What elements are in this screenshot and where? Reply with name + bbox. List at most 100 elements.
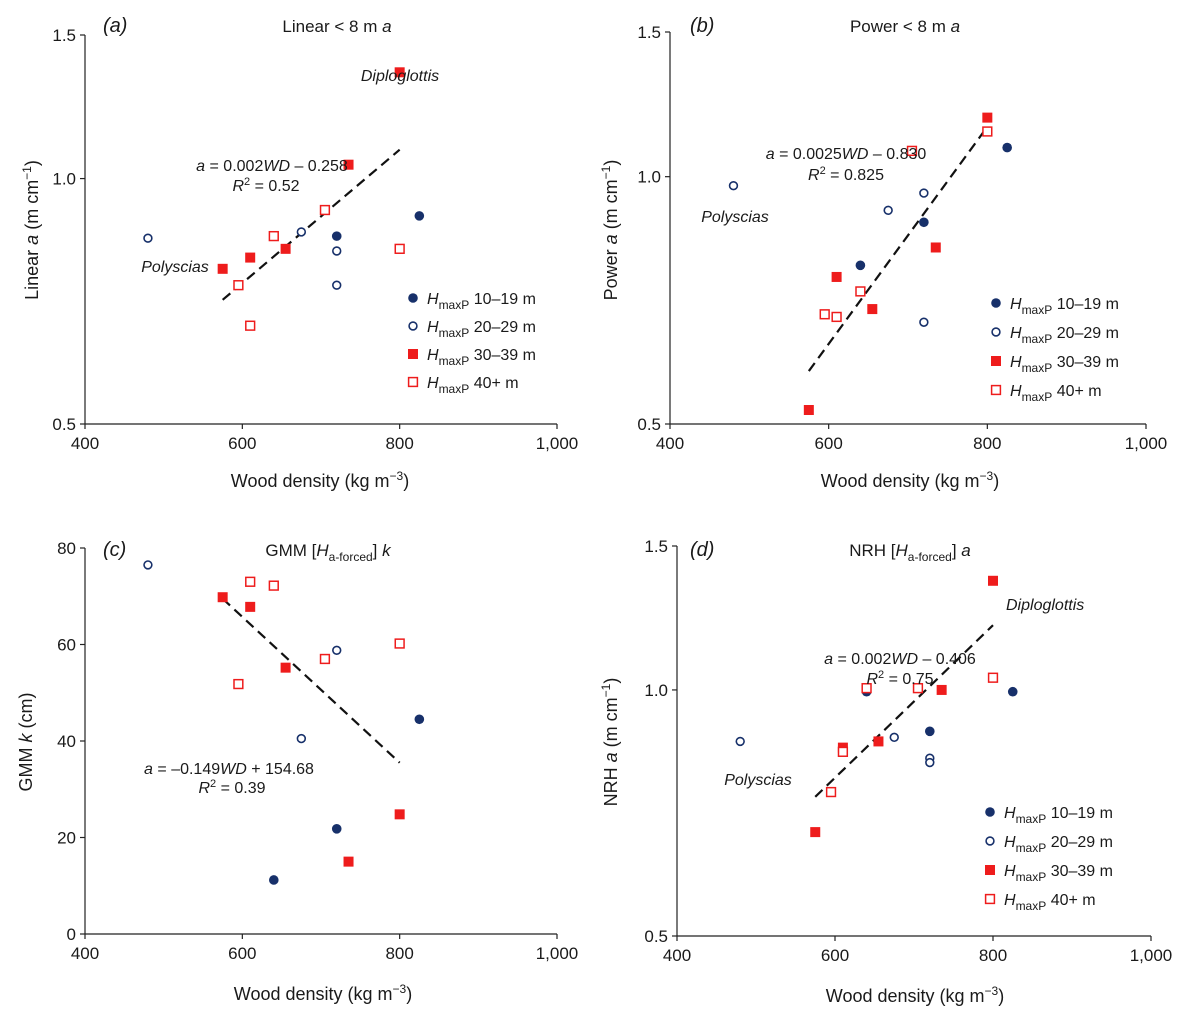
panel-b-legend-label: HmaxP 40+ m bbox=[1010, 383, 1102, 404]
panel-b-point bbox=[919, 317, 929, 327]
panel-c-xlabel: Wood density (kg m−3) bbox=[234, 982, 412, 1004]
panel-d-point bbox=[936, 684, 947, 695]
panel-b-xtick-label: 1,000 bbox=[1125, 434, 1168, 453]
panel-a-xlabel: Wood density (kg m−3) bbox=[231, 469, 409, 491]
panel-c-xtick-label: 1,000 bbox=[536, 944, 579, 963]
panel-c-marks: 400 600 800 1,000 0 20 40 60 80 bbox=[57, 539, 578, 963]
panel-d-xtick-label: 600 bbox=[821, 946, 849, 965]
panel-a-xtick-label: 400 bbox=[71, 434, 99, 453]
panel-a-point bbox=[394, 243, 405, 254]
panel-a-xtick-label: 1,000 bbox=[536, 434, 579, 453]
panel-d-xlabel: Wood density (kg m−3) bbox=[826, 984, 1004, 1006]
panel-a-ytick-label: 1.5 bbox=[52, 26, 76, 45]
panel-a-marks: 400 600 800 1,000 0.5 1.0 1.5 HmaxP 10–19 m Hmax… bbox=[52, 26, 578, 453]
panel-c-ytick-label: 80 bbox=[57, 539, 76, 558]
panel-a-point bbox=[319, 204, 331, 216]
panel-b-point bbox=[819, 309, 830, 320]
panel-a-ytick-label: 0.5 bbox=[52, 415, 76, 434]
panel-d-point bbox=[889, 732, 899, 743]
panel-d-point bbox=[873, 736, 884, 747]
panel-a-equation-1: a = 0.002WD – 0.258 bbox=[196, 158, 348, 175]
panel-a-legend-label: HmaxP 30–39 m bbox=[427, 347, 536, 368]
panel-d-ytick-label: 1.5 bbox=[644, 537, 668, 556]
panel-c-point bbox=[331, 824, 342, 834]
panel-c-point bbox=[217, 592, 228, 603]
panel-d-point bbox=[735, 736, 745, 747]
panel-b-point bbox=[831, 271, 842, 282]
panel-c-xtick-label: 800 bbox=[385, 944, 413, 963]
panel-d-point bbox=[925, 726, 935, 737]
panel-b-label: (b) bbox=[690, 15, 714, 37]
panel-b-legend-marker bbox=[991, 356, 1001, 366]
panel-b-point bbox=[919, 188, 929, 198]
panel-a-label: (a) bbox=[103, 15, 127, 37]
panel-b-trendline bbox=[807, 126, 989, 372]
panel-d-legend-marker bbox=[985, 807, 995, 817]
panel-b-title: Power < 8 m a bbox=[850, 17, 960, 36]
panel-b-equation-2: R2 = 0.825 bbox=[808, 165, 884, 184]
panel-c-trendline bbox=[221, 597, 401, 764]
panel-d-legend-marker bbox=[985, 865, 995, 875]
panel-c-point bbox=[143, 560, 153, 570]
panel-d-legend-marker bbox=[984, 893, 996, 905]
panel-c-equation-1: a = –0.149WD + 154.68 bbox=[144, 761, 314, 778]
panel-a-title: Linear < 8 m a bbox=[282, 17, 391, 36]
panel-d: 400 600 800 1,000 0.5 1.0 1.5 HmaxP 10–19 m Hmax… bbox=[599, 537, 1172, 1006]
panel-d-point bbox=[861, 683, 872, 694]
panel-c-point bbox=[394, 638, 405, 649]
panel-b-ytick-label: 1.0 bbox=[637, 168, 661, 187]
panel-b-point bbox=[855, 260, 866, 271]
panel-d-legend-label: HmaxP 30–39 m bbox=[1004, 863, 1113, 884]
panel-d-point bbox=[925, 757, 935, 768]
panel-a-ylabel: Linear a (m cm−1) bbox=[20, 160, 42, 300]
panel-d-legend-label: HmaxP 40+ m bbox=[1004, 892, 1096, 913]
panel-c-ytick-label: 60 bbox=[57, 636, 76, 655]
panel-b-point bbox=[831, 311, 842, 323]
panel-b-xtick-label: 800 bbox=[973, 434, 1001, 453]
panel-d-point bbox=[825, 786, 837, 798]
panel-b-legend-marker bbox=[991, 298, 1001, 308]
panel-b-ytick-label: 0.5 bbox=[637, 415, 661, 434]
panel-b-point bbox=[930, 242, 941, 253]
panel-d-label: (d) bbox=[690, 539, 714, 561]
panel-a-legend-label: HmaxP 40+ m bbox=[427, 375, 519, 396]
panel-b-xtick-label: 600 bbox=[814, 434, 842, 453]
panel-a-ytick-label: 1.0 bbox=[52, 170, 76, 189]
panel-d-equation-1: a = 0.002WD – 0.406 bbox=[824, 651, 976, 668]
panel-c-point bbox=[343, 856, 354, 867]
panel-b-xtick-label: 400 bbox=[656, 434, 684, 453]
panel-b-xlabel: Wood density (kg m−3) bbox=[821, 469, 999, 491]
panel-b-legend-label: HmaxP 10–19 m bbox=[1010, 296, 1119, 317]
panel-a-point bbox=[414, 211, 425, 221]
panel-a-letter: a bbox=[110, 15, 121, 37]
panel-c-point bbox=[268, 580, 279, 591]
panel-a-point bbox=[268, 230, 279, 242]
panel-c-point bbox=[280, 662, 291, 673]
panel-c: 400 600 800 1,000 0 20 40 60 80 (c) GMM [Ha-forc… bbox=[16, 539, 578, 1004]
panel-c-xtick-label: 600 bbox=[228, 944, 256, 963]
panel-b-point bbox=[1002, 142, 1012, 153]
panel-d-ylabel: NRH a (m cm−1) bbox=[599, 678, 621, 807]
panel-a-point bbox=[280, 243, 291, 254]
panel-d-xtick-label: 400 bbox=[663, 946, 691, 965]
panel-b-legend-label: HmaxP 30–39 m bbox=[1010, 354, 1119, 375]
panel-c-point bbox=[245, 576, 256, 587]
panel-c-label: (c) bbox=[103, 539, 126, 561]
panel-b-legend-marker bbox=[990, 384, 1002, 396]
panel-b-point bbox=[883, 205, 893, 216]
panel-a-point bbox=[332, 246, 342, 256]
panel-c-ylabel: GMM k (cm) bbox=[16, 693, 36, 792]
panel-d-point bbox=[810, 827, 821, 838]
panel-d-title: NRH [Ha-forced] a bbox=[849, 541, 971, 564]
panel-d-legend-label: HmaxP 20–29 m bbox=[1004, 834, 1113, 855]
panel-a-point bbox=[233, 280, 244, 291]
panel-b-point bbox=[867, 304, 878, 315]
panel-b-point bbox=[728, 181, 739, 191]
panel-c-title: GMM [Ha-forced] k bbox=[265, 541, 392, 564]
panel-b-point bbox=[919, 217, 929, 228]
panel-a-legend-marker bbox=[408, 293, 418, 303]
panel-a-point bbox=[394, 67, 405, 78]
panel-c-ytick-label: 0 bbox=[67, 925, 76, 944]
